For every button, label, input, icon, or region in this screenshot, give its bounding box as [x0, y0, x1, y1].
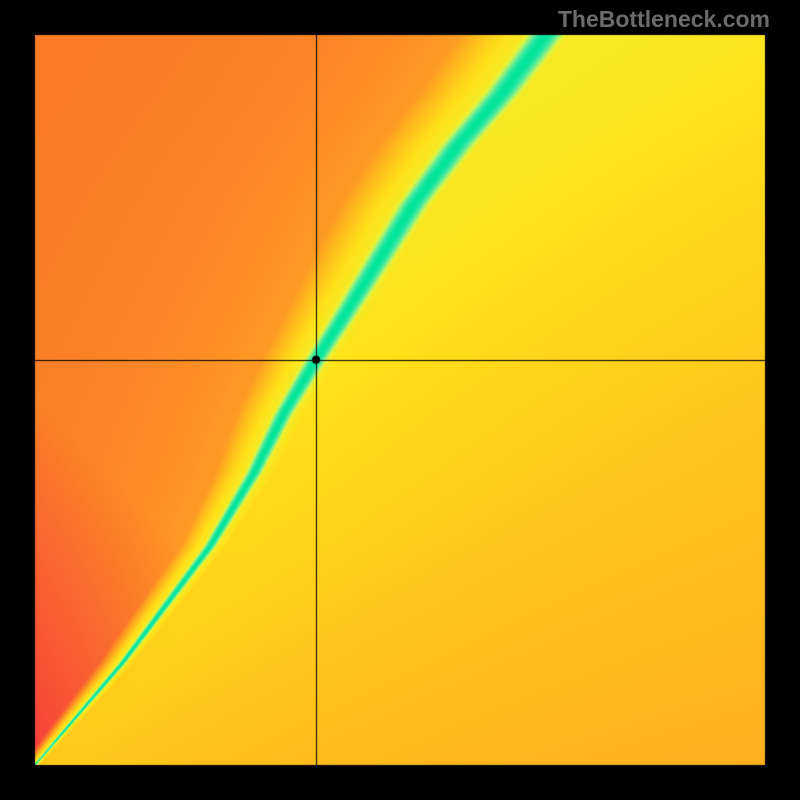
bottleneck-heatmap: [0, 0, 800, 800]
chart-container: { "canvas": { "width": 800, "height": 80…: [0, 0, 800, 800]
watermark-text: TheBottleneck.com: [558, 6, 770, 33]
